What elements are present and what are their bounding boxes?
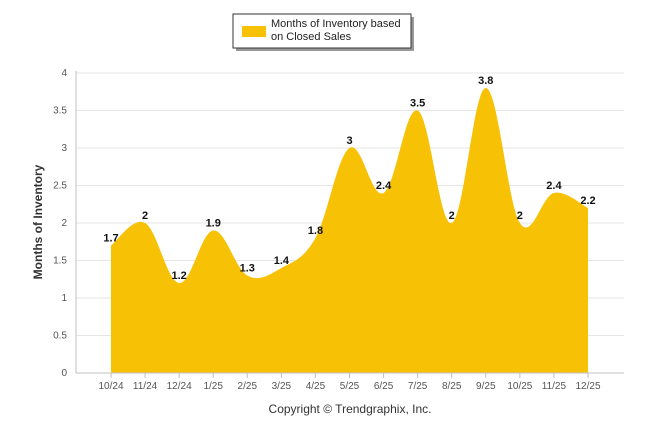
x-tick-label: 11/25 [542, 381, 567, 392]
series-area [111, 88, 588, 373]
x-tick-label: 10/24 [98, 381, 123, 392]
x-tick-label: 5/25 [340, 381, 360, 392]
y-tick-label: 2.5 [53, 181, 67, 192]
x-tick-label: 6/25 [374, 381, 394, 392]
data-label: 3.5 [410, 98, 425, 110]
x-tick-label: 7/25 [408, 381, 428, 392]
y-tick-label: 3 [61, 143, 67, 154]
y-tick-label: 1 [61, 293, 67, 304]
x-tick-label: 2/25 [238, 381, 258, 392]
x-tick-label: 12/24 [167, 381, 192, 392]
data-label: 3 [346, 135, 352, 147]
legend: Months of Inventory based on Closed Sale… [232, 13, 414, 51]
data-label: 2 [449, 210, 455, 222]
y-tick-label: 0 [61, 368, 67, 379]
data-label: 1.3 [240, 263, 255, 275]
y-tick-label: 1.5 [53, 256, 67, 267]
data-label: 2.4 [546, 180, 562, 192]
y-tick-label: 2 [61, 218, 67, 229]
x-tick-label: 11/24 [133, 381, 158, 392]
legend-swatch [242, 26, 266, 37]
y-axis-title: Months of Inventory [31, 164, 45, 279]
data-label: 2.2 [580, 195, 595, 207]
y-tick-label: 4 [61, 68, 67, 79]
x-tick-label: 3/25 [272, 381, 292, 392]
x-tick-label: 8/25 [442, 381, 462, 392]
copyright-credit: Copyright © Trendgraphix, Inc. [269, 402, 432, 416]
data-label: 2 [142, 210, 148, 222]
legend-label-line1: Months of Inventory based [271, 18, 401, 30]
data-label: 1.4 [274, 255, 290, 267]
x-tick-label: 1/25 [203, 381, 223, 392]
legend-label-line2: on Closed Sales [271, 31, 352, 43]
y-tick-label: 0.5 [53, 331, 67, 342]
y-axis-ticks: 0 0.5 1 1.5 2 2.5 3 3.5 4 [53, 68, 67, 379]
data-label: 1.7 [103, 233, 118, 245]
data-label: 1.9 [206, 218, 221, 230]
data-label: 3.8 [478, 75, 493, 87]
data-labels: 1.7 2 1.2 1.9 1.3 1.4 1.8 3 2.4 3.5 2 3.8 2 2.4 2.2 [103, 75, 595, 282]
data-label: 1.8 [308, 225, 323, 237]
data-label: 2 [517, 210, 523, 222]
x-tick-label: 10/25 [507, 381, 532, 392]
x-axis-ticks: 10/24 11/24 12/24 1/25 2/25 3/25 4/25 5/25 6/25 7… [98, 373, 601, 392]
y-tick-label: 3.5 [53, 106, 67, 117]
data-label: 1.2 [171, 270, 186, 282]
x-tick-label: 12/25 [575, 381, 600, 392]
x-tick-label: 4/25 [306, 381, 326, 392]
x-tick-label: 9/25 [476, 381, 496, 392]
data-label: 2.4 [376, 180, 392, 192]
